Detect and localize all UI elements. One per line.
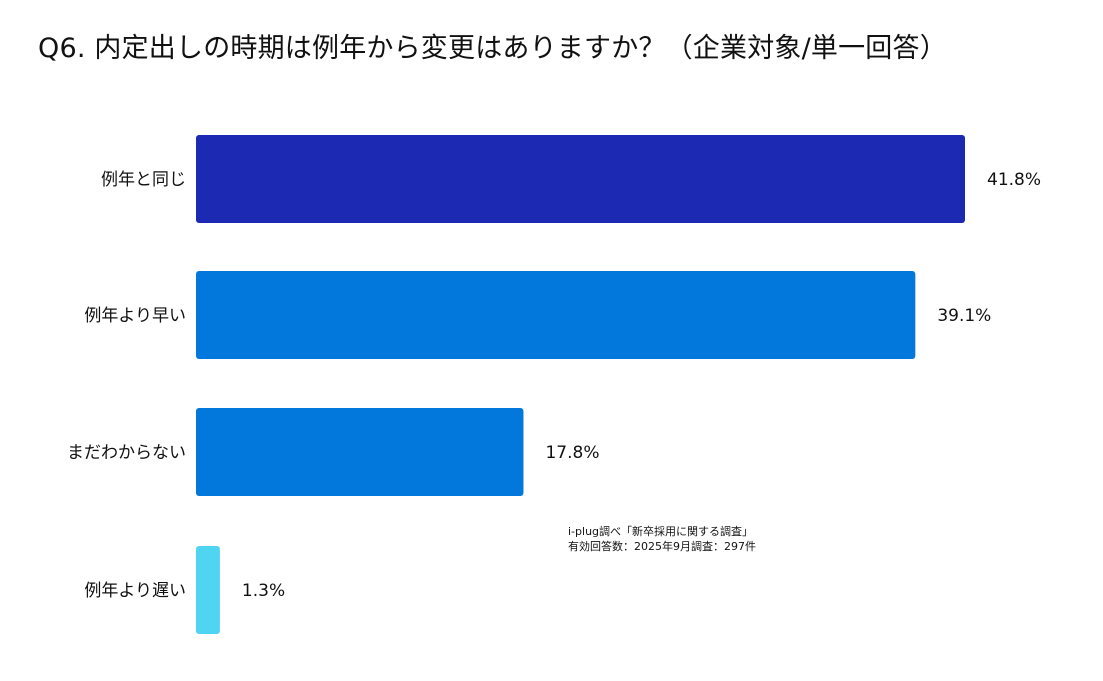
source-note: i-plug調べ「新卒採用に関する調査」 有効回答数：2025年9月調査：297… (568, 524, 756, 554)
value-label-4: 1.3% (242, 581, 285, 601)
bar-1 (196, 135, 965, 223)
source-line-1: i-plug調べ「新卒採用に関する調査」 (568, 525, 754, 538)
value-label-3: 17.8% (545, 443, 599, 463)
source-line-2: 有効回答数：2025年9月調査：297件 (568, 540, 756, 553)
category-label-3: まだわからない (67, 443, 186, 463)
chart-title: Q6. 内定出しの時期は例年から変更はありますか？（企業対象/単一回答） (38, 33, 947, 64)
category-label-1: 例年と同じ (101, 170, 186, 190)
category-label-4: 例年より遅い (84, 581, 186, 601)
bar-4 (196, 546, 220, 634)
bar-3 (196, 408, 524, 496)
category-label-2: 例年より早い (84, 306, 186, 326)
value-label-1: 41.8% (987, 170, 1041, 190)
value-label-2: 39.1% (937, 306, 991, 326)
bar-2 (196, 271, 916, 359)
